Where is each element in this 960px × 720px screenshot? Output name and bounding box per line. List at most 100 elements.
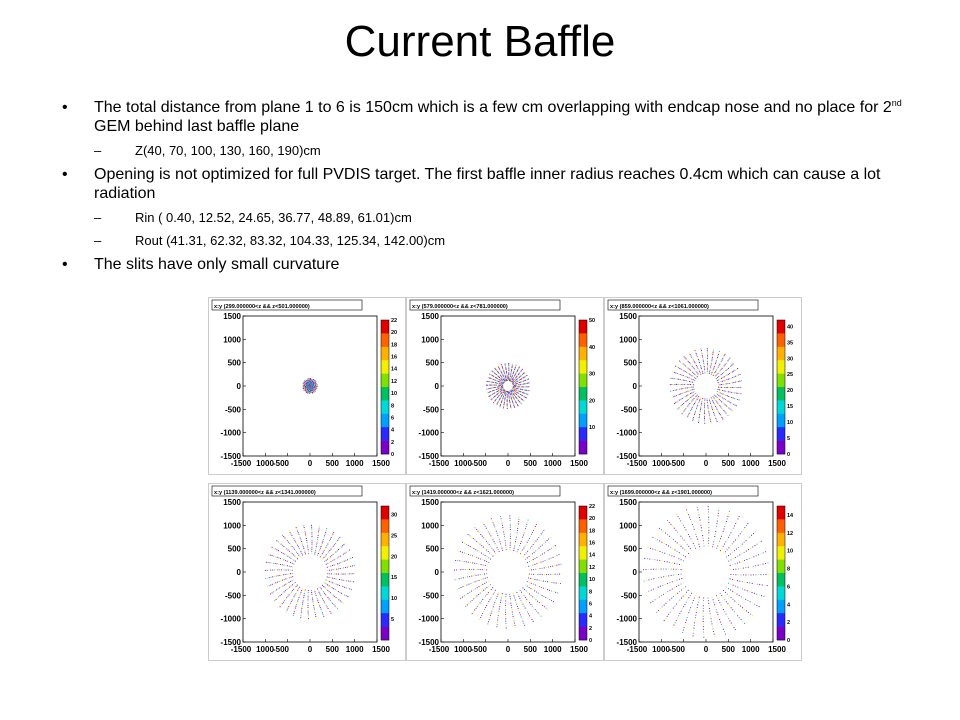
scatter-point	[491, 387, 493, 389]
scatter-point	[675, 378, 677, 380]
scatter-point	[519, 384, 521, 386]
scatter-point	[469, 545, 471, 547]
scatter-point	[532, 589, 534, 591]
scatter-point	[708, 602, 710, 604]
colorbar-tick-label: 10	[391, 391, 397, 397]
scatter-point	[678, 360, 680, 362]
scatter-point	[487, 542, 489, 544]
scatter-point	[691, 523, 693, 525]
scatter-point	[711, 407, 713, 409]
scatter-point	[516, 403, 518, 405]
colorbar-tick-label: 2	[391, 440, 394, 446]
scatter-point	[680, 388, 682, 390]
scatter-point	[518, 400, 520, 402]
scatter-point	[739, 561, 741, 563]
scatter-point	[707, 545, 709, 547]
scatter-point	[492, 587, 494, 589]
scatter-point	[725, 362, 727, 364]
scatter-point	[498, 376, 500, 378]
scatter-point	[749, 613, 752, 615]
scatter-point	[686, 617, 688, 619]
scatter-point	[701, 354, 703, 356]
scatter-point	[514, 377, 517, 379]
scatter-point	[514, 388, 516, 390]
scatter-point	[502, 389, 504, 391]
scatter-point	[315, 381, 317, 383]
scatter-point	[691, 602, 693, 604]
scatter-point	[336, 557, 338, 559]
scatter-point	[488, 531, 490, 533]
scatter-point	[718, 352, 720, 354]
scatter-point	[653, 578, 655, 580]
scatter-point	[348, 573, 350, 575]
scatter-point	[486, 581, 488, 583]
scatter-point	[711, 623, 713, 625]
scatter-point	[673, 402, 676, 405]
scatter-point	[487, 623, 489, 625]
scatter-point	[710, 615, 712, 617]
scatter-point	[501, 394, 503, 396]
scatter-point	[333, 577, 335, 580]
scatter-point	[754, 603, 756, 605]
scatter-point	[303, 525, 305, 527]
scatter-point	[703, 367, 705, 369]
scatter-point	[733, 387, 735, 389]
scatter-point	[717, 614, 719, 616]
scatter-point	[492, 387, 494, 389]
colorbar-segment	[381, 373, 389, 388]
scatter-point	[539, 535, 541, 537]
scatter-point	[491, 374, 493, 376]
scatter-point	[523, 595, 525, 597]
scatter-point	[491, 537, 493, 539]
scatter-point	[504, 378, 506, 380]
scatter-point	[335, 551, 337, 553]
scatter-point	[709, 613, 711, 615]
scatter-point	[723, 543, 726, 545]
scatter-point	[710, 404, 712, 406]
scatter-point	[711, 408, 714, 410]
scatter-point	[330, 577, 332, 579]
scatter-point	[752, 574, 754, 576]
scatter-point	[678, 544, 680, 546]
scatter-point	[316, 544, 318, 546]
scatter-point	[718, 599, 720, 601]
scatter-point	[516, 404, 519, 406]
colorbar-tick-label: 5	[787, 436, 790, 442]
scatter-point	[471, 599, 473, 601]
scatter-point	[341, 573, 343, 575]
scatter-point	[730, 583, 732, 585]
scatter-point	[533, 597, 535, 599]
scatter-point	[295, 604, 298, 606]
scatter-point	[724, 599, 726, 601]
scatter-point	[520, 370, 522, 372]
scatter-point	[706, 354, 709, 356]
scatter-point	[692, 359, 694, 361]
scatter-point	[457, 560, 459, 562]
scatter-point	[724, 591, 726, 593]
scatter-point	[301, 590, 303, 592]
bullet-1-text-end: GEM behind last baffle plane	[94, 118, 300, 135]
scatter-point	[489, 614, 492, 616]
scatter-point	[269, 562, 271, 564]
scatter-point	[504, 391, 506, 393]
scatter-point	[717, 366, 719, 368]
scatter-point	[524, 554, 526, 556]
scatter-point	[315, 615, 317, 617]
scatter-point	[496, 386, 498, 388]
scatter-point	[283, 591, 285, 593]
scatter-point	[506, 376, 508, 378]
scatter-point	[343, 567, 345, 569]
y-tick-label: -500	[621, 591, 638, 600]
scatter-point	[496, 626, 498, 628]
scatter-point	[698, 543, 700, 545]
scatter-point	[720, 389, 722, 391]
scatter-point	[291, 558, 293, 560]
scatter-point	[283, 600, 286, 602]
scatter-point	[532, 578, 534, 580]
scatter-point	[269, 554, 271, 556]
scatter-point	[311, 545, 313, 547]
scatter-point	[523, 396, 525, 398]
plot-title-box	[607, 299, 759, 311]
scatter-point	[483, 610, 485, 613]
scatter-point	[517, 368, 519, 370]
